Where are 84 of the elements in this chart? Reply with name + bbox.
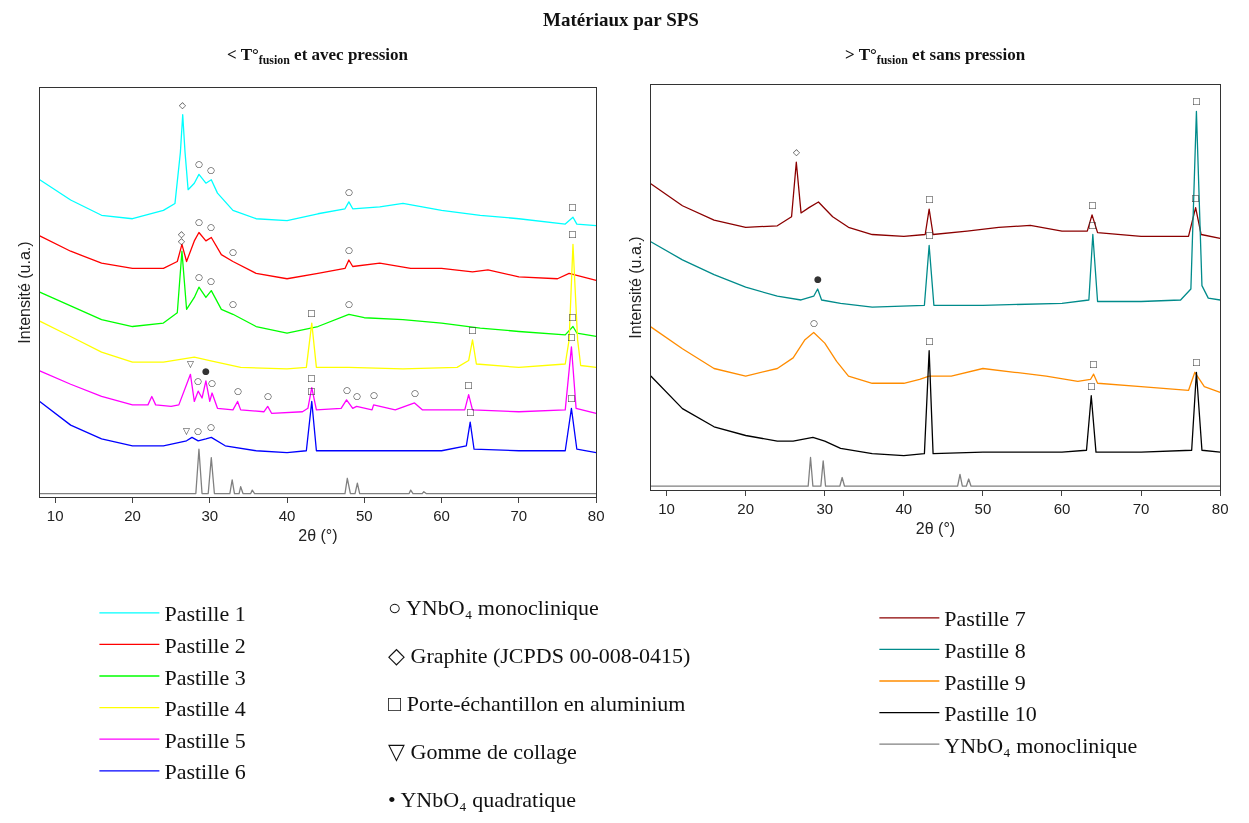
x-axis-title: 2θ (°) bbox=[298, 526, 338, 544]
x-tick-label: 50 bbox=[974, 500, 992, 518]
annotation: □ bbox=[925, 336, 934, 346]
legend-label: Pastille 7 bbox=[944, 606, 1026, 632]
x-tick-label: 40 bbox=[895, 500, 913, 518]
x-tick-label: 10 bbox=[46, 507, 64, 525]
legend-label: Pastille 3 bbox=[164, 664, 246, 690]
annotation: ○ bbox=[264, 391, 272, 401]
x-axis-title: 2θ (°) bbox=[915, 519, 956, 537]
x-tick-label: 70 bbox=[510, 507, 528, 525]
annotation: □ bbox=[567, 393, 576, 403]
text: ◇ Graphite (JCPDS 00-008-0415) bbox=[388, 643, 691, 668]
chart-subtitle: > T°$_{fusion}$ et sans pression bbox=[845, 45, 1026, 67]
annotation: □ bbox=[1192, 96, 1201, 106]
annotation: ○ bbox=[370, 390, 378, 400]
annotation: ○ bbox=[195, 159, 203, 169]
annotation: ○ bbox=[229, 247, 237, 257]
x-tick-label: 30 bbox=[201, 507, 219, 525]
annotation: ○ bbox=[208, 378, 216, 388]
legend-label: Pastille 9 bbox=[944, 669, 1026, 695]
annotation: □ bbox=[307, 308, 316, 318]
annotation: ○ bbox=[343, 385, 351, 395]
x-tick-label: 20 bbox=[124, 507, 141, 525]
x-tick-label: 80 bbox=[1211, 500, 1229, 518]
legend-label: Pastille 8 bbox=[944, 637, 1026, 663]
annotation: ○ bbox=[229, 299, 237, 309]
annotation: □ bbox=[468, 325, 477, 335]
annotation: □ bbox=[925, 194, 934, 204]
annotation: ○ bbox=[353, 391, 361, 401]
legend-label: Pastille 4 bbox=[164, 696, 246, 722]
annotation: ● bbox=[202, 366, 210, 376]
annotation: □ bbox=[568, 229, 577, 239]
annotation: ○ bbox=[194, 426, 202, 436]
annotation: □ bbox=[1089, 359, 1098, 369]
x-tick-label: 60 bbox=[1053, 500, 1071, 518]
annotation: □ bbox=[1088, 200, 1097, 210]
annotation: ○ bbox=[345, 187, 353, 197]
annotation: ○ bbox=[195, 272, 203, 282]
x-tick-label: 20 bbox=[737, 500, 755, 518]
annotation: ○ bbox=[345, 245, 353, 255]
y-axis-title: Intensité (u.a.) bbox=[15, 241, 33, 344]
annotation: ● bbox=[814, 274, 822, 284]
annotation: ◇ bbox=[793, 147, 800, 157]
chart-title: Matériaux par SPS bbox=[543, 9, 699, 30]
annotation: □ bbox=[1087, 381, 1096, 391]
y-axis-title: Intensité (u.a.) bbox=[626, 236, 644, 339]
annotation: □ bbox=[568, 202, 577, 212]
annotation: ○ bbox=[810, 318, 818, 328]
x-tick-label: 60 bbox=[433, 507, 450, 525]
text: • YNbO₄ quadratique bbox=[388, 787, 577, 812]
annotation: ◇ bbox=[178, 229, 185, 239]
annotation: ○ bbox=[234, 386, 242, 396]
x-tick-label: 50 bbox=[355, 507, 373, 525]
annotation: ○ bbox=[411, 388, 419, 398]
annotation: □ bbox=[307, 373, 316, 383]
legend-label: Pastille 10 bbox=[944, 701, 1037, 727]
annotation: □ bbox=[1192, 357, 1201, 367]
x-tick-label: 30 bbox=[816, 500, 834, 518]
annotation: ○ bbox=[207, 422, 215, 432]
annotation: ○ bbox=[345, 299, 353, 309]
x-tick-label: 70 bbox=[1132, 500, 1150, 518]
text: □ Porte-échantillon en aluminium bbox=[388, 691, 686, 716]
annotation: ◇ bbox=[179, 100, 186, 110]
annotation: ○ bbox=[207, 276, 215, 286]
annotation: □ bbox=[466, 407, 475, 417]
annotation: ○ bbox=[195, 217, 203, 227]
x-tick-label: 40 bbox=[278, 507, 296, 525]
chart-subtitle: < T°$_{fusion}$ et avec pression bbox=[227, 45, 409, 67]
legend-label: Pastille 5 bbox=[164, 727, 246, 753]
legend-label: Pastille 2 bbox=[164, 632, 246, 658]
x-tick-label: 80 bbox=[587, 507, 605, 525]
annotation: ○ bbox=[207, 165, 215, 175]
annotation: □ bbox=[464, 380, 473, 390]
annotation: □ bbox=[925, 230, 934, 240]
annotation: ▽ bbox=[187, 359, 194, 369]
annotation: ▽ bbox=[183, 426, 190, 436]
text: ○ YNbO₄ monoclinique bbox=[388, 595, 599, 620]
legend-label: YNbO₄ monoclinique bbox=[944, 732, 1138, 758]
x-tick-label: 10 bbox=[658, 500, 675, 518]
annotation: ○ bbox=[194, 376, 202, 386]
legend-label: Pastille 6 bbox=[164, 759, 246, 785]
text: ▽ Gomme de collage bbox=[388, 739, 577, 764]
annotation: ○ bbox=[207, 222, 215, 232]
legend-label: Pastille 1 bbox=[164, 601, 246, 627]
